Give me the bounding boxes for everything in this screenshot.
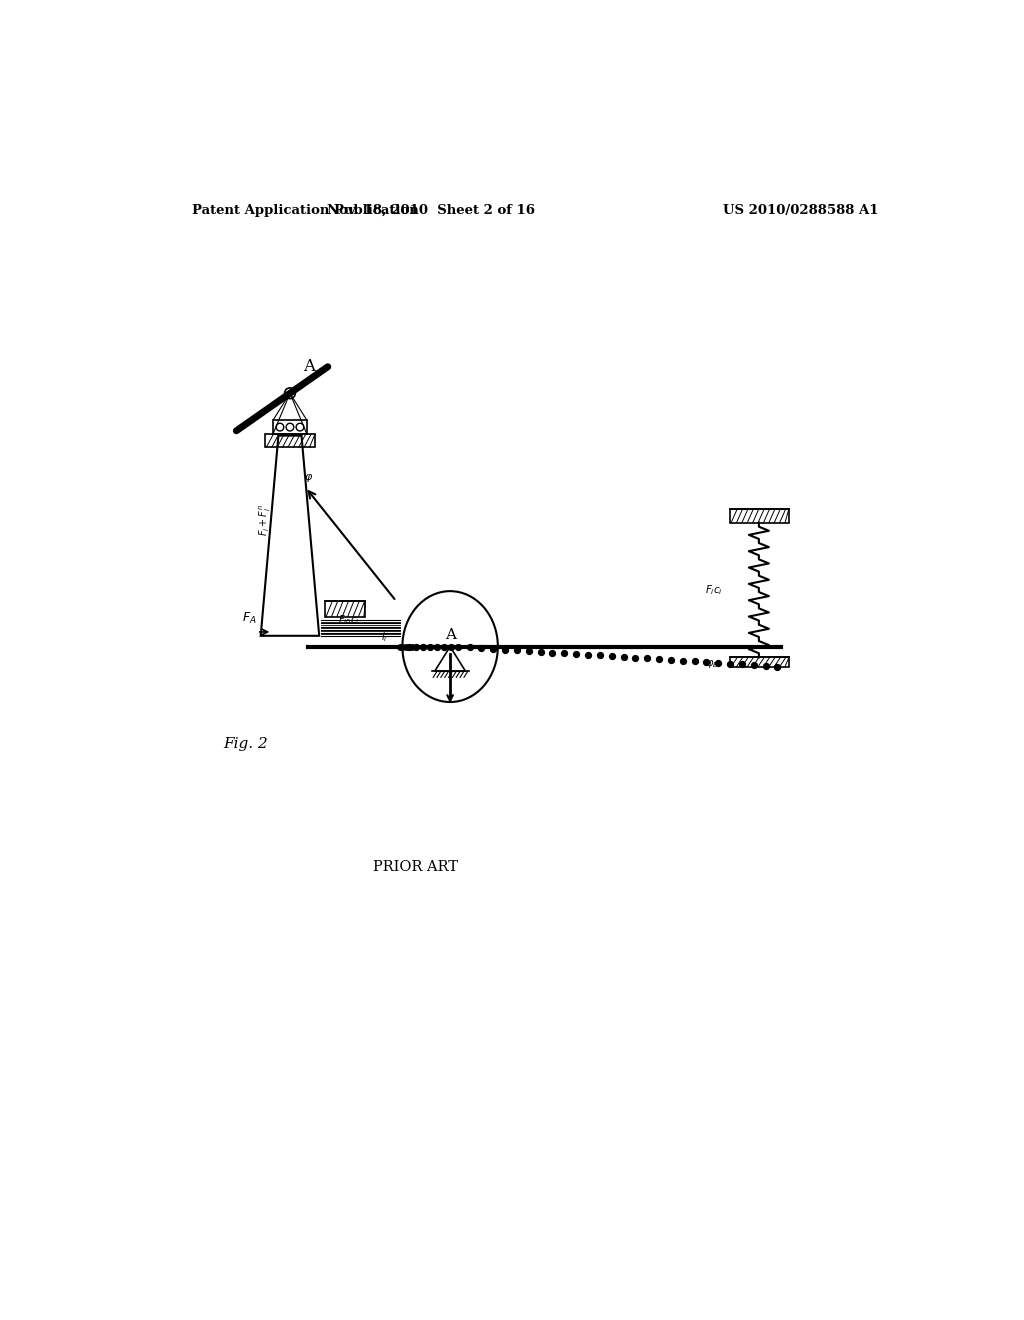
Bar: [325, 601, 366, 616]
Text: Nov. 18, 2010  Sheet 2 of 16: Nov. 18, 2010 Sheet 2 of 16: [327, 205, 535, 218]
Point: [568, 643, 585, 664]
Point: [462, 636, 478, 657]
Bar: [273, 420, 307, 434]
Point: [442, 636, 459, 657]
Point: [545, 642, 561, 663]
Text: PRIOR ART: PRIOR ART: [373, 859, 458, 874]
Point: [532, 642, 549, 663]
Point: [698, 652, 715, 673]
Text: Fig. 2: Fig. 2: [223, 737, 267, 751]
Bar: [265, 434, 315, 447]
Text: A: A: [444, 628, 456, 642]
Point: [733, 653, 750, 675]
Text: $F_A$: $F_A$: [243, 611, 257, 627]
Point: [394, 636, 411, 657]
Point: [710, 652, 726, 673]
Point: [745, 655, 762, 676]
Point: [404, 636, 421, 657]
Point: [392, 636, 409, 657]
Point: [422, 636, 438, 657]
Point: [722, 653, 738, 675]
Point: [592, 645, 608, 667]
Point: [603, 645, 620, 667]
Point: [509, 640, 525, 661]
Text: $\varphi_E$: $\varphi_E$: [706, 659, 718, 671]
Point: [675, 651, 691, 672]
Point: [398, 636, 415, 657]
Text: $l_i$: $l_i$: [381, 631, 388, 644]
Circle shape: [285, 388, 295, 399]
Point: [651, 648, 668, 669]
Point: [663, 649, 679, 671]
Point: [436, 636, 453, 657]
Text: Patent Application Publication: Patent Application Publication: [193, 205, 419, 218]
Point: [408, 636, 424, 657]
Text: US 2010/0288588 A1: US 2010/0288588 A1: [723, 205, 879, 218]
Point: [520, 640, 537, 661]
Point: [627, 647, 643, 668]
Text: $\varphi$: $\varphi$: [304, 473, 313, 484]
Text: $F_i + F_i^n$: $F_i + F_i^n$: [258, 504, 273, 536]
Text: $F_{i0}c_i$: $F_{i0}c_i$: [339, 614, 359, 627]
Point: [769, 656, 785, 677]
Point: [473, 638, 489, 659]
Bar: [730, 508, 788, 523]
Bar: [730, 657, 788, 667]
Point: [580, 644, 596, 665]
Point: [415, 636, 431, 657]
Point: [497, 639, 513, 660]
Point: [556, 643, 572, 664]
Text: $F_i c_i$: $F_i c_i$: [706, 582, 724, 597]
Point: [686, 651, 702, 672]
Point: [450, 636, 466, 657]
Point: [615, 647, 632, 668]
Text: A: A: [303, 358, 315, 375]
Point: [485, 639, 502, 660]
Point: [401, 636, 418, 657]
Point: [639, 648, 655, 669]
Point: [429, 636, 445, 657]
Point: [758, 655, 774, 676]
